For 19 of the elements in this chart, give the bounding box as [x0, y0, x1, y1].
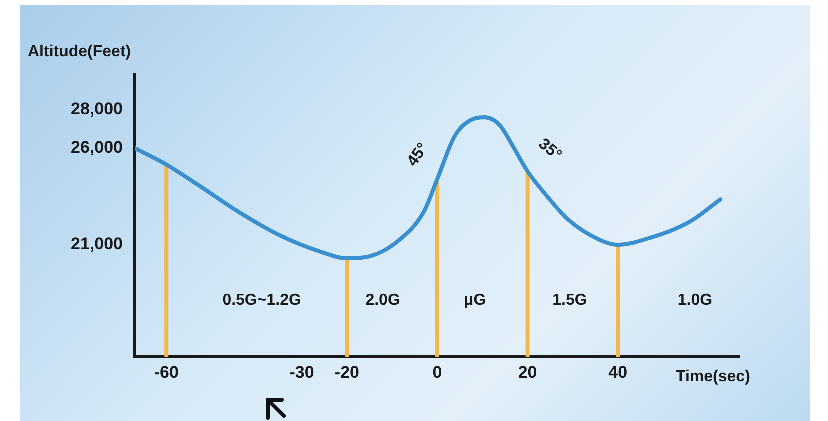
annotation: μG — [464, 292, 486, 310]
x-tick-label: -30 — [290, 362, 314, 382]
annotation: 0.5G~1.2G — [222, 292, 302, 310]
line-series — [135, 115, 723, 260]
annotation: 2.0G — [366, 292, 400, 310]
x-tick-label: -60 — [154, 362, 179, 382]
x-axis-title: Time(sec) — [676, 368, 750, 386]
y-tick-label: 28,000 — [71, 99, 123, 118]
annotation: 1.0G — [678, 292, 713, 310]
x-tick-label: 0 — [432, 362, 442, 382]
y-tick-label: 21,000 — [71, 234, 123, 254]
y-axis-title: Altitude(Feet) — [28, 43, 132, 60]
x-tick-label: -20 — [334, 362, 360, 382]
annotation: 1.5G — [552, 292, 588, 310]
annotation: 35° — [535, 136, 565, 164]
x-tick-label: 40 — [608, 362, 628, 382]
y-tick-label: 26,000 — [71, 138, 123, 158]
x-tick-label: 20 — [518, 362, 538, 382]
annotation: 45° — [404, 140, 432, 170]
